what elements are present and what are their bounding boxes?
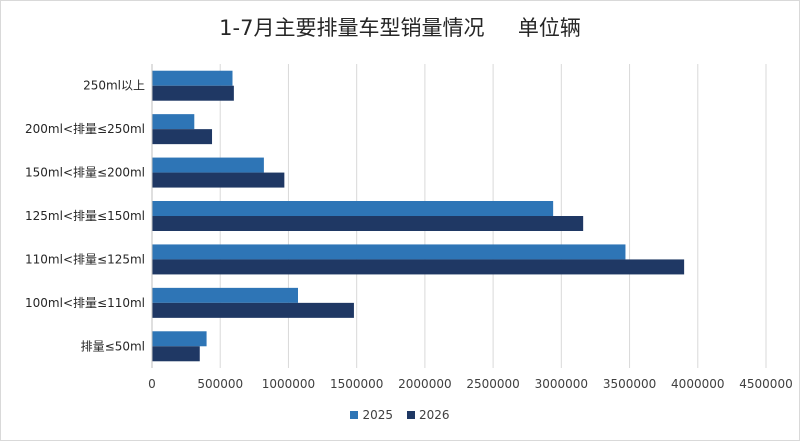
bar-2025-3 [152, 201, 554, 216]
bar-2026-1 [152, 129, 213, 145]
x-tick-label: 2000000 [398, 377, 451, 391]
legend-item-2025: 2025 [350, 408, 393, 422]
x-tick-label: 3500000 [603, 377, 656, 391]
x-tick-label: 4000000 [671, 377, 724, 391]
x-tick-label: 1000000 [262, 377, 315, 391]
bar-2026-6 [152, 346, 200, 362]
bar-2025-6 [152, 331, 207, 347]
x-tick-label: 3000000 [535, 377, 588, 391]
bar-2026-0 [152, 85, 234, 101]
x-tick-label: 500000 [197, 377, 243, 391]
category-label: 110ml<排量≤125ml [25, 252, 145, 266]
legend-swatch-2026 [407, 411, 415, 419]
bar-2025-1 [152, 114, 195, 130]
category-label: 250ml以上 [83, 79, 145, 93]
bar-2026-3 [152, 216, 584, 231]
bar-2026-5 [152, 302, 354, 318]
bar-2025-2 [152, 157, 264, 173]
x-tick-label: 0 [148, 377, 156, 391]
bar-2025-4 [152, 244, 626, 260]
chart-legend: 2025 2026 [0, 408, 800, 422]
bar-2025-5 [152, 287, 298, 303]
bar-2026-4 [152, 259, 685, 275]
category-label: 100ml<排量≤110ml [25, 296, 145, 310]
bar-2026-2 [152, 172, 285, 188]
bar-2025-0 [152, 70, 233, 86]
category-label: 125ml<排量≤150ml [25, 209, 145, 223]
legend-label-2025: 2025 [362, 408, 393, 422]
legend-item-2026: 2026 [407, 408, 450, 422]
legend-label-2026: 2026 [419, 408, 450, 422]
category-label: 排量≤50ml [81, 339, 145, 353]
chart-title: 1-7月主要排量车型销量情况 单位辆 [219, 16, 581, 40]
x-tick-label: 1500000 [330, 377, 383, 391]
x-tick-label: 2500000 [466, 377, 519, 391]
legend-swatch-2025 [350, 411, 359, 419]
x-tick-label: 4500000 [739, 377, 792, 391]
category-label: 200ml<排量≤250ml [25, 122, 145, 136]
category-label: 150ml<排量≤200ml [25, 166, 145, 180]
